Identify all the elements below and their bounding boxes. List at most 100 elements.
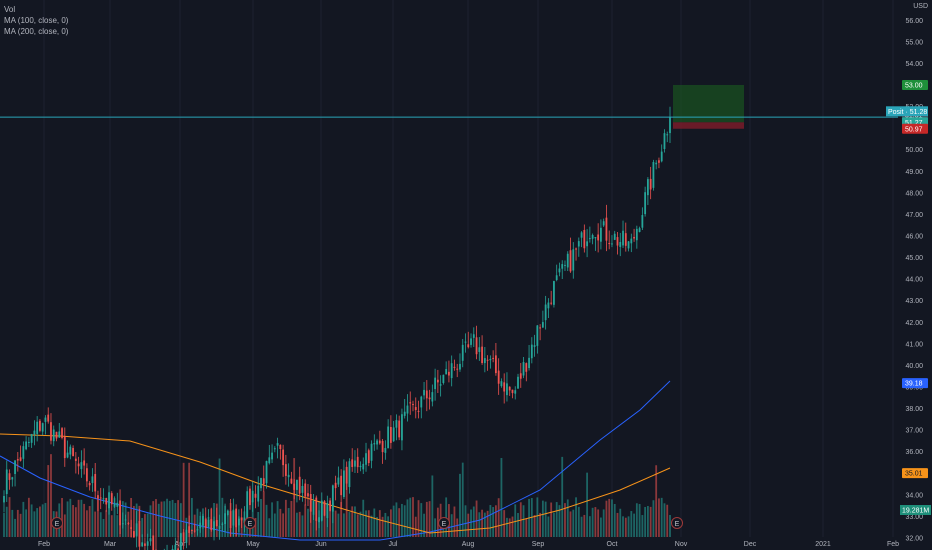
candle-body[interactable]	[414, 407, 417, 411]
candle-body[interactable]	[506, 383, 508, 396]
legend-ma100[interactable]: MA (100, close, 0)	[4, 16, 69, 25]
candle-body[interactable]	[199, 522, 202, 529]
candle-body[interactable]	[30, 434, 33, 443]
candle-body[interactable]	[461, 344, 464, 361]
candle-body[interactable]	[296, 479, 298, 490]
ma100-tag[interactable]: 39.18	[905, 381, 923, 388]
candle-body[interactable]	[525, 363, 528, 372]
candle-body[interactable]	[663, 133, 666, 150]
time-axis-label[interactable]: May	[246, 541, 260, 548]
candle-body[interactable]	[215, 520, 218, 527]
price-axis-label[interactable]: 33.00	[905, 514, 923, 521]
price-axis-label[interactable]: 36.00	[905, 449, 923, 456]
candle-body[interactable]	[472, 334, 475, 338]
candle-body[interactable]	[605, 217, 608, 241]
candle-body[interactable]	[544, 304, 547, 321]
candle-body[interactable]	[378, 440, 381, 444]
candle-body[interactable]	[519, 373, 522, 379]
candle-body[interactable]	[11, 477, 14, 480]
candle-body[interactable]	[116, 502, 119, 507]
candle-body[interactable]	[298, 476, 301, 494]
candle-body[interactable]	[566, 253, 569, 268]
candle-body[interactable]	[539, 327, 542, 329]
candle-body[interactable]	[401, 414, 403, 441]
candle-body[interactable]	[489, 358, 492, 361]
candle-body[interactable]	[204, 519, 207, 529]
candle-body[interactable]	[547, 302, 550, 309]
earnings-marker-icon[interactable]	[51, 517, 63, 529]
candle-body[interactable]	[144, 543, 146, 546]
candle-body[interactable]	[588, 238, 591, 240]
candle-body[interactable]	[207, 519, 210, 527]
price-axis-label[interactable]: 32.00	[905, 536, 923, 543]
candle-body[interactable]	[555, 275, 558, 281]
candle-body[interactable]	[271, 452, 273, 460]
candle-body[interactable]	[442, 374, 445, 383]
price-axis-label[interactable]: 34.00	[905, 492, 923, 499]
candle-body[interactable]	[483, 358, 486, 364]
candle-body[interactable]	[500, 381, 503, 387]
candle-body[interactable]	[660, 151, 663, 162]
candle-body[interactable]	[558, 268, 561, 273]
candle-body[interactable]	[210, 519, 213, 530]
candle-body[interactable]	[226, 510, 229, 516]
candle-body[interactable]	[470, 338, 472, 345]
candle-body[interactable]	[600, 227, 602, 242]
candle-body[interactable]	[50, 422, 52, 441]
candle-body[interactable]	[94, 474, 97, 492]
candle-body[interactable]	[403, 411, 406, 416]
candle-body[interactable]	[47, 414, 50, 422]
candle-body[interactable]	[514, 390, 517, 394]
candle-body[interactable]	[622, 230, 624, 246]
ma200-tag[interactable]: 35.01	[905, 471, 923, 478]
price-axis-label[interactable]: 38.00	[905, 406, 923, 413]
candle-body[interactable]	[655, 162, 658, 165]
candle-body[interactable]	[536, 325, 539, 346]
candle-body[interactable]	[213, 521, 215, 531]
time-axis-label[interactable]: Nov	[675, 541, 688, 548]
candle-body[interactable]	[572, 249, 575, 271]
candle-body[interactable]	[459, 363, 461, 370]
candle-body[interactable]	[392, 427, 395, 442]
candle-body[interactable]	[467, 344, 470, 348]
candle-body[interactable]	[108, 492, 110, 509]
price-axis-label[interactable]: 46.00	[905, 233, 923, 240]
candle-body[interactable]	[63, 436, 66, 459]
candle-body[interactable]	[88, 483, 91, 486]
candle-body[interactable]	[666, 134, 669, 136]
volume-tag[interactable]: 19.281M	[902, 508, 929, 515]
earnings-marker-icon[interactable]	[438, 517, 450, 529]
ma100-line[interactable]	[0, 380, 671, 541]
candle-body[interactable]	[417, 410, 420, 412]
candle-body[interactable]	[412, 404, 414, 406]
candle-body[interactable]	[652, 162, 655, 188]
candle-body[interactable]	[121, 523, 124, 525]
candle-body[interactable]	[218, 525, 221, 529]
candle-body[interactable]	[193, 530, 196, 532]
candle-body[interactable]	[36, 421, 39, 435]
time-axis-label[interactable]: Aug	[462, 541, 475, 548]
candle-body[interactable]	[315, 497, 318, 521]
price-axis-label[interactable]: 45.00	[905, 255, 923, 262]
stop-zone[interactable]	[673, 122, 744, 129]
candle-body[interactable]	[450, 363, 453, 379]
candle-body[interactable]	[351, 459, 354, 467]
price-axis-label[interactable]: 56.00	[905, 18, 923, 25]
candle-body[interactable]	[608, 243, 611, 245]
candle-body[interactable]	[389, 426, 392, 443]
time-axis-label[interactable]: Feb	[887, 541, 899, 548]
earnings-marker-icon[interactable]	[244, 517, 256, 529]
ma200-line[interactable]	[0, 433, 671, 534]
candle-body[interactable]	[91, 476, 94, 484]
candle-body[interactable]	[406, 405, 409, 414]
candle-body[interactable]	[97, 495, 99, 499]
price-axis-label[interactable]: 50.00	[905, 147, 923, 154]
legend-volume[interactable]: Vol	[4, 5, 16, 14]
candle-body[interactable]	[561, 264, 564, 269]
candle-body[interactable]	[273, 448, 276, 450]
candle-body[interactable]	[307, 493, 309, 497]
candle-body[interactable]	[597, 234, 600, 241]
candle-body[interactable]	[16, 459, 19, 461]
candle-body[interactable]	[644, 192, 647, 215]
candle-body[interactable]	[44, 417, 47, 422]
